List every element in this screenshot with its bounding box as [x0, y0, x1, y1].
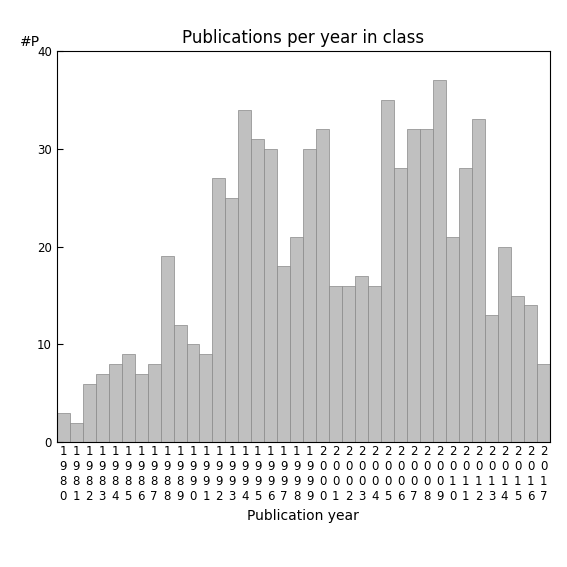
Bar: [251, 139, 264, 442]
Bar: [70, 423, 83, 442]
Bar: [200, 354, 213, 442]
Bar: [356, 276, 368, 442]
Bar: [57, 413, 70, 442]
X-axis label: Publication year: Publication year: [247, 509, 359, 523]
Bar: [134, 374, 147, 442]
Bar: [303, 149, 316, 442]
Bar: [174, 325, 187, 442]
Bar: [226, 198, 239, 442]
Bar: [511, 295, 524, 442]
Bar: [121, 354, 134, 442]
Bar: [316, 129, 329, 442]
Text: #P: #P: [20, 35, 40, 49]
Bar: [524, 305, 537, 442]
Bar: [485, 315, 498, 442]
Bar: [96, 374, 109, 442]
Bar: [109, 364, 121, 442]
Bar: [472, 120, 485, 442]
Bar: [147, 364, 160, 442]
Bar: [537, 364, 550, 442]
Bar: [381, 100, 394, 442]
Bar: [290, 237, 303, 442]
Bar: [239, 109, 251, 442]
Bar: [342, 286, 356, 442]
Bar: [407, 129, 420, 442]
Bar: [446, 237, 459, 442]
Bar: [459, 168, 472, 442]
Bar: [264, 149, 277, 442]
Bar: [420, 129, 433, 442]
Bar: [329, 286, 342, 442]
Bar: [213, 178, 226, 442]
Bar: [277, 266, 290, 442]
Bar: [160, 256, 174, 442]
Bar: [498, 247, 511, 442]
Title: Publications per year in class: Publications per year in class: [182, 29, 425, 46]
Bar: [187, 345, 200, 442]
Bar: [83, 384, 96, 442]
Bar: [368, 286, 381, 442]
Bar: [433, 81, 446, 442]
Bar: [394, 168, 407, 442]
